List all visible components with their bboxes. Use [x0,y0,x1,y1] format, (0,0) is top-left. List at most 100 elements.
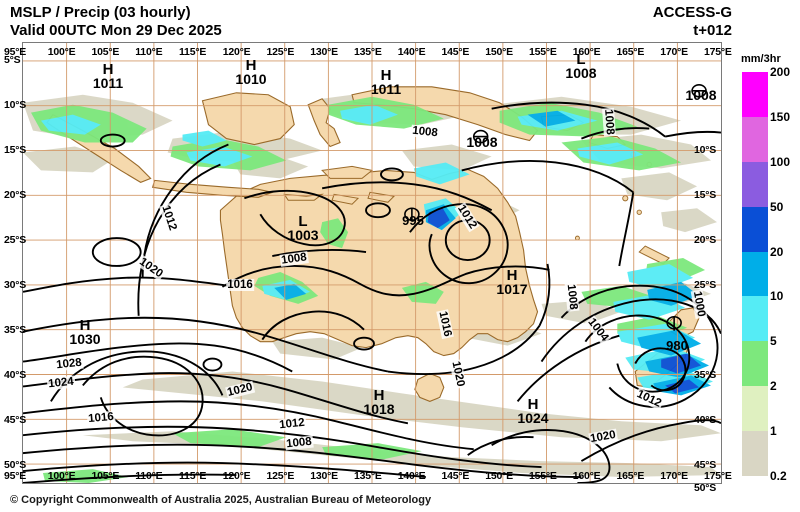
lon-label-bottom: 135°E [354,470,382,482]
colorbar-tick-label: 10 [770,289,784,304]
lon-label-top: 165°E [616,46,645,58]
lat-label-right: 40°S [694,414,717,426]
weather-map-panel[interactable]: 1008 1012 1012 1016 1020 1016 1020 1020 1028 1024… [22,42,722,484]
pressure-value: 1003 [287,227,319,243]
valid-time-label: Valid 00UTC Mon 29 Dec 2025 [10,22,222,39]
lon-label-bottom: 140°E [397,470,426,482]
precip-colorbar[interactable] [742,72,768,476]
lon-label-top: 170°E [660,46,688,58]
pressure-value: 1008 [685,87,717,103]
lat-label-left: 10°S [4,99,27,111]
lat-label-right: 20°S [694,234,717,246]
pressure-symbol: H [527,396,539,413]
lon-label-bottom: 165°E [616,470,645,482]
colorbar-segment [742,296,768,342]
lat-label-left: 30°S [4,279,27,291]
lon-label-top: 160°E [572,46,601,58]
cyclone-central-pressure: 980 [666,338,688,353]
high-pressure-centre: H 1017 [496,267,528,297]
lon-label-top: 135°E [354,46,382,58]
lon-label-top: 130°E [310,46,338,58]
land-polygons [46,86,700,402]
colorbar-tick-label: 200 [770,65,791,79]
lat-label-left: 25°S [4,234,27,246]
high-pressure-centre: H 1018 [363,388,395,417]
isobar-label: 1016 [86,410,116,426]
lon-label-bottom: 160°E [572,470,601,482]
pressure-symbol: H [380,67,392,84]
pressure-value: 1018 [363,401,395,417]
colorbar-segment [742,206,768,252]
pressure-value: 1008 [466,134,498,150]
colorbar-tick-label: 1 [770,424,777,439]
copyright-notice: © Copyright Commonwealth of Australia 20… [10,494,432,506]
colorbar-tick-label: 150 [770,109,791,124]
colorbar-tick-label: 100 [770,154,791,169]
lon-label-bottom: 155°E [529,470,557,482]
high-pressure-centre: H 1011 [92,61,124,91]
lon-label-bottom: 145°E [441,470,470,482]
model-name-label: ACCESS-G [652,4,732,21]
lat-label-right: 25°S [694,279,717,291]
lon-label-top: 100°E [47,46,76,58]
pressure-value: 1011 [92,75,124,91]
colorbar-tick-label: 50 [770,199,784,214]
lon-label-bottom: 100°E [47,470,76,482]
lat-label-left: 40°S [4,369,27,381]
high-pressure-centre: H 1024 [517,396,548,426]
high-pressure-centre: H 1030 [69,318,100,347]
colorbar-segment [742,251,768,297]
cyclone-symbols [404,84,707,331]
low-pressure-centre: L 1008 [565,51,597,81]
lon-label-bottom: 120°E [222,470,251,482]
pressure-symbol: H [245,57,257,74]
lat-label-right: 50°S [694,482,717,494]
lon-label-top: 110°E [135,46,163,58]
lat-label-left: 50°S [4,459,27,471]
lat-label-left: 20°S [4,189,27,201]
lon-label-bottom: 170°E [660,470,688,482]
lon-label-top: 115°E [179,46,207,58]
lon-label-bottom: 150°E [485,470,513,482]
colorbar-segment [742,341,768,387]
lon-label-bottom: 110°E [135,470,163,482]
pressure-symbol: H [102,61,114,78]
lon-label-bottom: 95°E [4,470,27,482]
lon-label-bottom: 175°E [704,470,732,482]
isobar-label: 1008 [602,107,616,137]
lon-label-bottom: 105°E [91,470,120,482]
colorbar-segment [742,116,768,162]
pressure-value: 1010 [235,71,267,87]
lon-label-top: 125°E [266,46,295,58]
forecast-lead-time-label: t+012 [693,22,732,39]
colorbar-tick-label: 2 [770,379,777,394]
pressure-value: 1008 [565,65,597,81]
lat-label-right: 15°S [694,189,717,201]
lon-label-bottom: 125°E [266,470,295,482]
lat-label-right: 45°S [694,459,717,471]
pressure-symbol: L [576,51,586,68]
high-pressure-centre: H 1010 [235,57,267,87]
lon-label-top: 140°E [397,46,426,58]
lat-label-left: 5°S [4,54,21,66]
low-pressure-centre: L 1003 [287,213,319,243]
map-canvas [23,43,721,483]
colorbar-tick-label: 20 [770,244,784,259]
lat-label-left: 15°S [4,144,27,156]
pressure-value: 1011 [370,81,402,97]
lon-label-top: 95°E [4,46,27,58]
lat-label-left: 35°S [4,324,27,336]
lat-label-right: 35°S [694,369,717,381]
lat-label-left: 45°S [4,414,27,426]
colorbar-segment [742,72,768,117]
lon-label-top: 150°E [485,46,513,58]
pressure-symbol: H [506,267,518,284]
page-title: MSLP / Precip (03 hourly) [10,4,191,21]
colorbar-segment [742,386,768,431]
colorbar-tick-label: 0.2 [770,469,787,483]
pressure-symbol: L [298,213,308,230]
lon-label-top: 120°E [222,46,251,58]
pressure-value: 1017 [496,281,528,297]
colorbar-segment [742,161,768,207]
